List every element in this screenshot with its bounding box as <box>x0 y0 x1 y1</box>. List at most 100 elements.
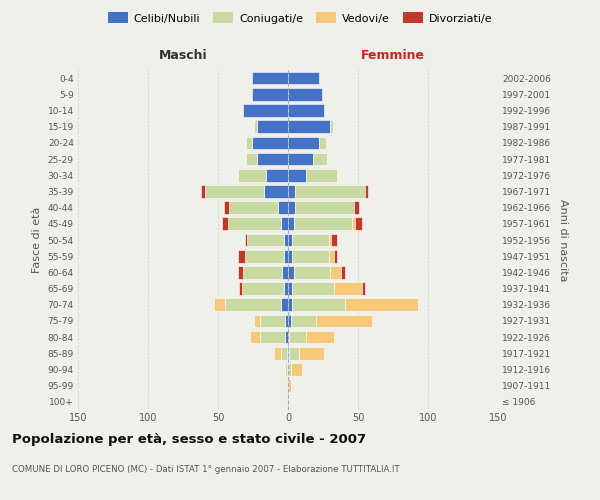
Bar <box>355 218 362 230</box>
Bar <box>278 202 288 214</box>
Bar <box>288 120 330 133</box>
Bar <box>289 331 306 344</box>
Bar <box>238 250 245 262</box>
Bar <box>329 234 331 246</box>
Bar <box>285 363 287 376</box>
Bar <box>292 250 329 262</box>
Bar <box>205 185 264 198</box>
Bar <box>222 218 228 230</box>
Bar <box>346 298 418 311</box>
Bar <box>274 347 281 360</box>
Bar <box>287 363 288 376</box>
Bar <box>331 234 337 246</box>
Bar <box>288 218 293 230</box>
Bar <box>316 314 372 328</box>
Bar <box>243 266 283 278</box>
Bar <box>291 314 316 328</box>
Bar <box>229 202 278 214</box>
Bar <box>292 234 329 246</box>
Bar <box>224 202 229 214</box>
Text: Maschi: Maschi <box>158 49 208 62</box>
Bar <box>281 218 288 230</box>
Bar <box>295 185 365 198</box>
Bar <box>295 202 354 214</box>
Bar <box>352 218 355 230</box>
Bar <box>288 298 292 311</box>
Bar <box>243 104 288 117</box>
Bar <box>260 331 285 344</box>
Bar <box>330 120 333 133</box>
Y-axis label: Anni di nascita: Anni di nascita <box>558 198 568 281</box>
Bar <box>365 185 368 198</box>
Bar <box>284 282 288 295</box>
Bar <box>238 169 266 181</box>
Bar <box>254 314 260 328</box>
Bar <box>288 266 293 278</box>
Bar <box>247 234 284 246</box>
Bar <box>250 331 260 344</box>
Bar <box>288 88 322 101</box>
Bar <box>288 314 291 328</box>
Bar <box>284 250 288 262</box>
Bar <box>293 218 352 230</box>
Bar <box>292 298 346 311</box>
Bar <box>319 136 326 149</box>
Bar <box>285 331 288 344</box>
Bar <box>288 396 289 408</box>
Bar <box>281 298 288 311</box>
Legend: Celibi/Nubili, Coniugati/e, Vedovi/e, Divorziati/e: Celibi/Nubili, Coniugati/e, Vedovi/e, Di… <box>103 8 497 28</box>
Bar <box>288 250 292 262</box>
Bar <box>334 250 337 262</box>
Text: COMUNE DI LORO PICENO (MC) - Dati ISTAT 1° gennaio 2007 - Elaborazione TUTTITALI: COMUNE DI LORO PICENO (MC) - Dati ISTAT … <box>12 466 400 474</box>
Bar <box>288 136 319 149</box>
Bar <box>266 169 288 181</box>
Bar <box>289 347 299 360</box>
Bar <box>287 347 288 360</box>
Bar <box>239 282 242 295</box>
Bar <box>291 363 302 376</box>
Bar <box>341 266 346 278</box>
Bar <box>306 331 334 344</box>
Bar <box>245 234 247 246</box>
Bar <box>254 120 257 133</box>
Bar <box>313 152 327 166</box>
Bar <box>288 363 291 376</box>
Bar <box>288 169 306 181</box>
Bar <box>288 234 292 246</box>
Bar <box>214 298 225 311</box>
Bar <box>251 136 288 149</box>
Bar <box>251 88 288 101</box>
Bar <box>330 266 341 278</box>
Bar <box>228 218 281 230</box>
Bar <box>334 282 362 295</box>
Bar <box>285 314 288 328</box>
Y-axis label: Fasce di età: Fasce di età <box>32 207 42 273</box>
Bar <box>201 185 205 198</box>
Bar <box>288 202 295 214</box>
Bar <box>260 314 285 328</box>
Bar <box>293 266 330 278</box>
Bar <box>288 347 289 360</box>
Bar <box>264 185 288 198</box>
Bar <box>362 282 365 295</box>
Bar <box>251 72 288 85</box>
Bar <box>299 347 325 360</box>
Bar <box>288 282 292 295</box>
Bar <box>288 104 325 117</box>
Bar <box>246 152 257 166</box>
Bar <box>288 331 289 344</box>
Bar <box>283 266 288 278</box>
Bar <box>246 136 251 149</box>
Bar <box>288 380 291 392</box>
Bar <box>329 250 334 262</box>
Bar <box>288 72 319 85</box>
Bar <box>354 202 359 214</box>
Bar <box>225 298 281 311</box>
Bar <box>306 169 337 181</box>
Bar <box>242 282 284 295</box>
Text: Popolazione per età, sesso e stato civile - 2007: Popolazione per età, sesso e stato civil… <box>12 432 366 446</box>
Bar <box>288 185 295 198</box>
Bar <box>257 152 288 166</box>
Bar <box>288 152 313 166</box>
Bar <box>257 120 288 133</box>
